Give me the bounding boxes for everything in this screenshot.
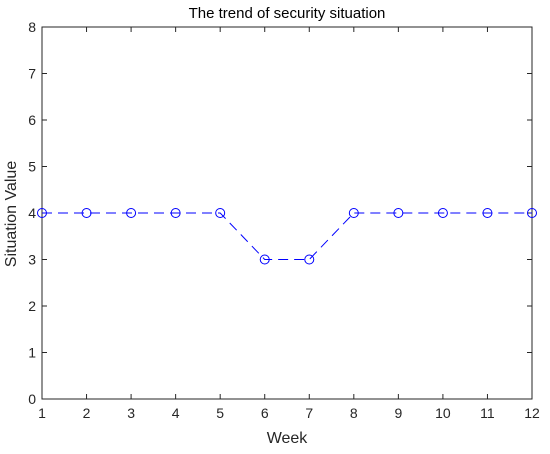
series-line [42, 212, 532, 260]
data-point [126, 208, 137, 218]
x-tick-label: 10 [435, 405, 451, 421]
data-point [215, 208, 226, 218]
y-tick-label: 3 [28, 252, 36, 268]
x-axis-label: Week [267, 430, 309, 447]
x-tick-label: 2 [83, 405, 91, 421]
data-point [170, 208, 181, 218]
data-point [259, 254, 270, 265]
y-tick-label: 5 [28, 159, 36, 175]
x-tick-label: 3 [127, 405, 135, 421]
data-point [37, 208, 47, 218]
x-tick-label: 11 [480, 405, 495, 421]
y-tick-label: 1 [28, 345, 36, 361]
y-tick-label: 0 [28, 391, 36, 407]
y-tick-label: 6 [28, 112, 36, 128]
data-point [437, 208, 448, 218]
series-group [37, 208, 537, 265]
x-tick-label: 8 [350, 405, 358, 421]
data-point [348, 208, 359, 218]
x-tick-label: 1 [38, 405, 46, 421]
y-tick-label: 4 [28, 205, 36, 221]
x-tick-label: 12 [524, 405, 540, 421]
y-tick-label: 2 [28, 298, 36, 314]
x-tick-label: 5 [216, 405, 224, 421]
data-point [482, 208, 493, 218]
data-point [527, 208, 537, 218]
data-point [81, 208, 92, 218]
x-tick-label: 9 [394, 405, 402, 421]
y-tick-label: 8 [28, 19, 36, 35]
data-point [304, 254, 315, 265]
data-point [393, 208, 404, 218]
x-tick-label: 6 [261, 405, 269, 421]
y-axis-label: Situation Value [3, 161, 20, 268]
x-tick-label: 7 [305, 405, 313, 421]
chart-title: The trend of security situation [189, 5, 386, 22]
x-tick-label: 4 [172, 405, 180, 421]
y-tick-label: 7 [28, 66, 36, 82]
